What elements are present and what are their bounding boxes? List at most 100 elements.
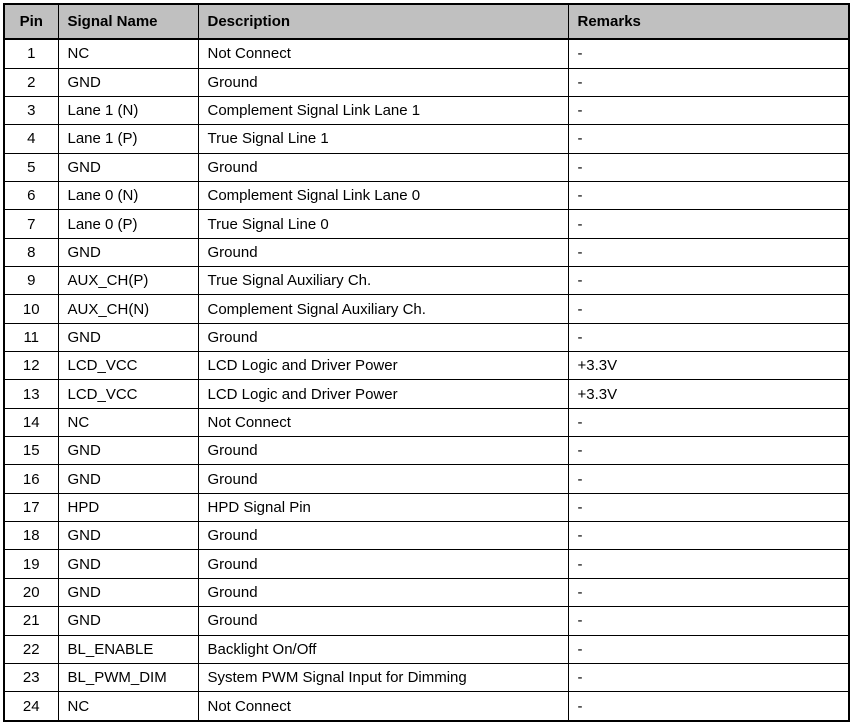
signal-cell: Lane 0 (P) — [57, 209, 199, 239]
description-cell: Ground — [197, 521, 569, 551]
remarks-cell: - — [567, 294, 850, 324]
pin-cell: 10 — [3, 294, 59, 324]
signal-cell: AUX_CH(N) — [57, 294, 199, 324]
signal-cell: LCD_VCC — [57, 351, 199, 381]
signal-cell: LCD_VCC — [57, 379, 199, 409]
pin-cell: 19 — [3, 549, 59, 579]
remarks-cell: - — [567, 124, 850, 154]
signal-cell: AUX_CH(P) — [57, 266, 199, 296]
description-cell: Ground — [197, 67, 569, 97]
table-row: 14 NC Not Connect - — [3, 407, 850, 438]
table-row: 6 Lane 0 (N) Complement Signal Link Lane… — [3, 180, 850, 211]
remarks-cell: - — [567, 67, 850, 97]
table-row: 3 Lane 1 (N) Complement Signal Link Lane… — [3, 95, 850, 126]
description-cell: Not Connect — [197, 38, 569, 69]
table-row: 13 LCD_VCC LCD Logic and Driver Power +3… — [3, 379, 850, 409]
signal-cell: Lane 1 (N) — [57, 95, 199, 126]
signal-cell: GND — [57, 152, 199, 183]
remarks-cell: - — [567, 407, 850, 438]
header-row: Pin Signal Name Description Remarks — [3, 3, 850, 40]
remarks-cell: - — [567, 691, 850, 722]
signal-cell: GND — [57, 67, 199, 97]
pin-cell: 23 — [3, 662, 59, 693]
table-row: 20 GND Ground - — [3, 577, 850, 608]
remarks-cell: - — [567, 577, 850, 608]
pin-table-body: 1 NC Not Connect - 2 GND Ground - 3 Lane… — [3, 38, 850, 722]
pin-assignment-table: Pin Signal Name Description Remarks 1 NC… — [3, 3, 850, 722]
signal-cell: GND — [57, 436, 199, 466]
table-row: 9 AUX_CH(P) True Signal Auxiliary Ch. - — [3, 266, 850, 296]
table-header: Pin Signal Name Description Remarks — [3, 3, 850, 40]
table-row: 4 Lane 1 (P) True Signal Line 1 - — [3, 124, 850, 154]
table-row: 23 BL_PWM_DIM System PWM Signal Input fo… — [3, 662, 850, 693]
remarks-cell: - — [567, 266, 850, 296]
description-cell: True Signal Line 0 — [197, 209, 569, 239]
column-header-remarks: Remarks — [567, 3, 850, 40]
pin-cell: 18 — [3, 521, 59, 551]
description-cell: System PWM Signal Input for Dimming — [197, 662, 569, 693]
table-row: 1 NC Not Connect - — [3, 38, 850, 69]
signal-cell: BL_ENABLE — [57, 634, 199, 664]
table-row: 24 NC Not Connect - — [3, 691, 850, 722]
pin-cell: 17 — [3, 492, 59, 523]
pin-cell: 21 — [3, 606, 59, 636]
column-header-pin: Pin — [3, 3, 59, 40]
remarks-cell: - — [567, 662, 850, 693]
pin-cell: 6 — [3, 180, 59, 211]
signal-cell: GND — [57, 549, 199, 579]
pin-cell: 1 — [3, 38, 59, 69]
signal-cell: GND — [57, 577, 199, 608]
pin-cell: 13 — [3, 379, 59, 409]
description-cell: Complement Signal Link Lane 0 — [197, 180, 569, 211]
remarks-cell: - — [567, 492, 850, 523]
pin-cell: 20 — [3, 577, 59, 608]
description-cell: Ground — [197, 606, 569, 636]
signal-cell: Lane 1 (P) — [57, 124, 199, 154]
description-cell: LCD Logic and Driver Power — [197, 351, 569, 381]
description-cell: Backlight On/Off — [197, 634, 569, 664]
description-cell: Ground — [197, 152, 569, 183]
description-cell: Ground — [197, 237, 569, 268]
table-row: 16 GND Ground - — [3, 464, 850, 494]
description-cell: Not Connect — [197, 407, 569, 438]
remarks-cell: - — [567, 152, 850, 183]
pin-cell: 22 — [3, 634, 59, 664]
description-cell: True Signal Line 1 — [197, 124, 569, 154]
remarks-cell: +3.3V — [567, 351, 850, 381]
pin-cell: 5 — [3, 152, 59, 183]
table-row: 10 AUX_CH(N) Complement Signal Auxiliary… — [3, 294, 850, 324]
pin-cell: 4 — [3, 124, 59, 154]
table-row: 19 GND Ground - — [3, 549, 850, 579]
remarks-cell: - — [567, 237, 850, 268]
description-cell: Complement Signal Auxiliary Ch. — [197, 294, 569, 324]
column-header-description: Description — [197, 3, 569, 40]
signal-cell: GND — [57, 521, 199, 551]
pin-cell: 9 — [3, 266, 59, 296]
table-row: 12 LCD_VCC LCD Logic and Driver Power +3… — [3, 351, 850, 381]
description-cell: True Signal Auxiliary Ch. — [197, 266, 569, 296]
signal-cell: GND — [57, 237, 199, 268]
signal-cell: NC — [57, 38, 199, 69]
pin-cell: 8 — [3, 237, 59, 268]
signal-cell: NC — [57, 407, 199, 438]
description-cell: Ground — [197, 464, 569, 494]
table-row: 5 GND Ground - — [3, 152, 850, 183]
remarks-cell: - — [567, 95, 850, 126]
description-cell: Ground — [197, 577, 569, 608]
pin-cell: 12 — [3, 351, 59, 381]
remarks-cell: - — [567, 180, 850, 211]
remarks-cell: - — [567, 436, 850, 466]
signal-cell: HPD — [57, 492, 199, 523]
pin-cell: 16 — [3, 464, 59, 494]
remarks-cell: - — [567, 38, 850, 69]
description-cell: Complement Signal Link Lane 1 — [197, 95, 569, 126]
description-cell: Ground — [197, 436, 569, 466]
pin-cell: 7 — [3, 209, 59, 239]
pin-cell: 2 — [3, 67, 59, 97]
remarks-cell: - — [567, 634, 850, 664]
pin-cell: 15 — [3, 436, 59, 466]
description-cell: LCD Logic and Driver Power — [197, 379, 569, 409]
description-cell: HPD Signal Pin — [197, 492, 569, 523]
pin-cell: 14 — [3, 407, 59, 438]
